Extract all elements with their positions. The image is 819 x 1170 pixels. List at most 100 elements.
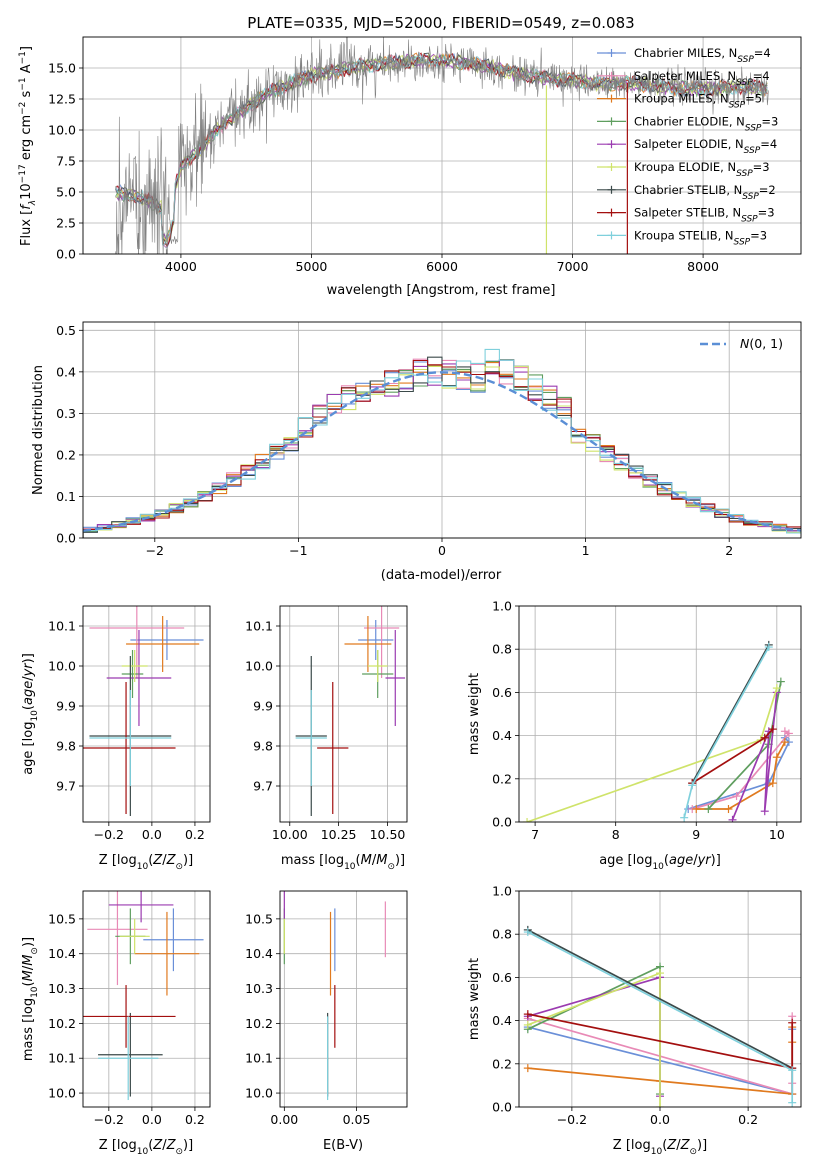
y-tick-label: 10.1: [245, 619, 273, 634]
x-tick-label: 7000: [557, 259, 589, 274]
errorbar-salpeter-stelib: [317, 682, 349, 814]
x-tick-label: −0.2: [94, 827, 124, 842]
y-tick-label: 0.0: [492, 815, 512, 830]
legend-marker: [607, 163, 616, 171]
errorbar-salpeter-miles: [364, 606, 400, 678]
plot-area: [523, 925, 797, 1107]
legend-item-chabrier-stelib: Chabrier STELIB, NSSP=2: [597, 183, 776, 202]
y-tick-label: 0.8: [492, 642, 512, 657]
point-kroupa-stelib: [680, 813, 689, 822]
series-line-chabrier-miles: [687, 737, 790, 810]
point-chabrier-elodie: [776, 677, 785, 686]
y-tick-label: 9.8: [56, 739, 76, 754]
point-kroupa-stelib: [764, 643, 773, 652]
y-tick-label: 10.2: [245, 1016, 273, 1031]
plot-area: [83, 891, 204, 1101]
legend-item-chabrier-miles: Chabrier MILES, NSSP=4: [597, 46, 771, 65]
y-axis-label: Normed distribution: [31, 365, 46, 495]
errorbar-salpeter-stelib: [83, 985, 176, 1048]
errorbar-salpeter-stelib: [83, 682, 176, 814]
x-tick-label: 0.0: [142, 1112, 162, 1127]
y-tick-label: 9.9: [56, 699, 76, 714]
axes-mass_vs_z: −0.2 0.0 0.2 10.0 10.1 10.2 10.3 10.4 10.5 Z [log…: [21, 890, 211, 1157]
plot-area: [115, 37, 769, 254]
y-tick-label: 0.0: [56, 247, 76, 262]
point-kroupa-elodie: [523, 818, 532, 822]
x-tick-label: −0.2: [94, 1112, 124, 1127]
x-tick-label: 0: [438, 543, 446, 558]
y-tick-label: 10.0: [245, 659, 273, 674]
x-axis-label: mass [log10(M/M⊙)]: [281, 853, 405, 872]
y-tick-label: 10.4: [48, 946, 76, 961]
errorbar-salpeter-miles: [87, 891, 148, 986]
y-tick-label: 0.1: [56, 489, 76, 504]
x-tick-label: 5000: [296, 259, 328, 274]
point-kroupa-miles: [692, 805, 701, 814]
legend-marker: [607, 231, 616, 240]
x-tick-label: 2: [725, 543, 733, 558]
point-kroupa-stelib: [688, 781, 697, 790]
point-kroupa-miles: [772, 753, 781, 762]
legend-label: Chabrier STELIB, NSSP=2: [634, 183, 776, 202]
x-tick-label: 1: [582, 543, 590, 558]
y-tick-label: 0.8: [492, 927, 512, 942]
legend-item-salpeter-miles: Salpeter MILES, NSSP=4: [597, 69, 770, 88]
legend-label: Kroupa ELODIE, NSSP=3: [634, 160, 770, 179]
legend-marker: [607, 94, 616, 103]
axes-frame: [279, 890, 408, 1108]
y-tick-label: 0.6: [492, 970, 512, 985]
y-axis-label: mass weight: [467, 673, 482, 755]
legend-label: Chabrier MILES, NSSP=4: [634, 46, 771, 65]
series-line-chabrier-stelib: [691, 644, 770, 784]
y-tick-label: 10.1: [48, 1051, 76, 1066]
axes-age_vs_z: −0.2 0.0 0.2 9.7 9.8 9.9 10.0 10.1 Z [log10(Z/Z⊙…: [21, 605, 211, 872]
errorbar-salpeter-elodie: [385, 630, 406, 726]
x-axis-label: (data-model)/error: [381, 568, 502, 583]
errorbar-chabrier-miles: [358, 620, 394, 660]
legend-marker: [607, 208, 616, 217]
y-axis-label: mass weight: [467, 958, 482, 1040]
data-spectrum: [115, 37, 769, 254]
x-axis-label: Z [log10(Z/Z⊙)]: [613, 1138, 707, 1157]
x-axis-label: Z [log10(Z/Z⊙)]: [99, 1138, 193, 1157]
y-tick-label: 5.0: [56, 185, 76, 200]
point-kroupa-elodie: [772, 684, 781, 693]
y-tick-label: 10.1: [245, 1051, 273, 1066]
y-tick-label: 0.0: [492, 1100, 512, 1115]
y-axis-label: Flux [fλ10−17 erg cm−2 s−1 A−1]: [18, 46, 38, 246]
legend-marker: [607, 185, 616, 194]
point-salpeter-stelib: [788, 1018, 797, 1027]
errorbar-chabrier-miles: [130, 620, 204, 660]
x-tick-label: 6000: [426, 259, 458, 274]
y-tick-label: 0.4: [492, 728, 512, 743]
errorbar-salpeter-elodie: [106, 630, 172, 726]
legend-label: Kroupa STELIB, NSSP=3: [634, 228, 767, 247]
x-tick-label: 0.2: [185, 1112, 205, 1127]
point-kroupa-stelib: [523, 928, 532, 937]
y-tick-label: 9.7: [56, 779, 76, 794]
axes-mass_vs_ebv: 0.00 0.05 10.0 10.1 10.2 10.3 10.4 10.5 E(B-V): [245, 890, 408, 1153]
y-tick-label: 10.5: [245, 911, 273, 926]
errorbar-chabrier-elodie: [121, 650, 144, 698]
legend-label: Salpeter ELODIE, NSSP=4: [634, 137, 777, 156]
point-kroupa-miles: [768, 779, 777, 788]
axes-frame: [518, 605, 802, 823]
y-tick-label: 9.8: [253, 739, 273, 754]
y-axis-label: age [log10(age/yr)]: [21, 653, 40, 775]
y-tick-label: 10.1: [48, 619, 76, 634]
point-salpeter-miles: [780, 727, 789, 736]
point-salpeter-stelib: [760, 733, 769, 742]
x-tick-label: 0.05: [343, 1112, 371, 1127]
legend-item-salpeter-elodie: Salpeter ELODIE, NSSP=4: [597, 137, 777, 156]
errorbar-chabrier-miles: [143, 908, 204, 972]
errorbar-kroupa-elodie: [121, 650, 148, 682]
errorbar-salpeter-elodie: [108, 891, 174, 923]
y-tick-label: 1.0: [492, 599, 512, 614]
point-salpeter-stelib: [523, 1010, 532, 1019]
x-tick-label: 0.0: [650, 1112, 670, 1127]
axes-frame: [279, 605, 408, 823]
point-kroupa-elodie: [523, 1020, 532, 1029]
y-tick-label: 0.0: [56, 531, 76, 546]
errorbar-kroupa-stelib: [89, 690, 172, 786]
